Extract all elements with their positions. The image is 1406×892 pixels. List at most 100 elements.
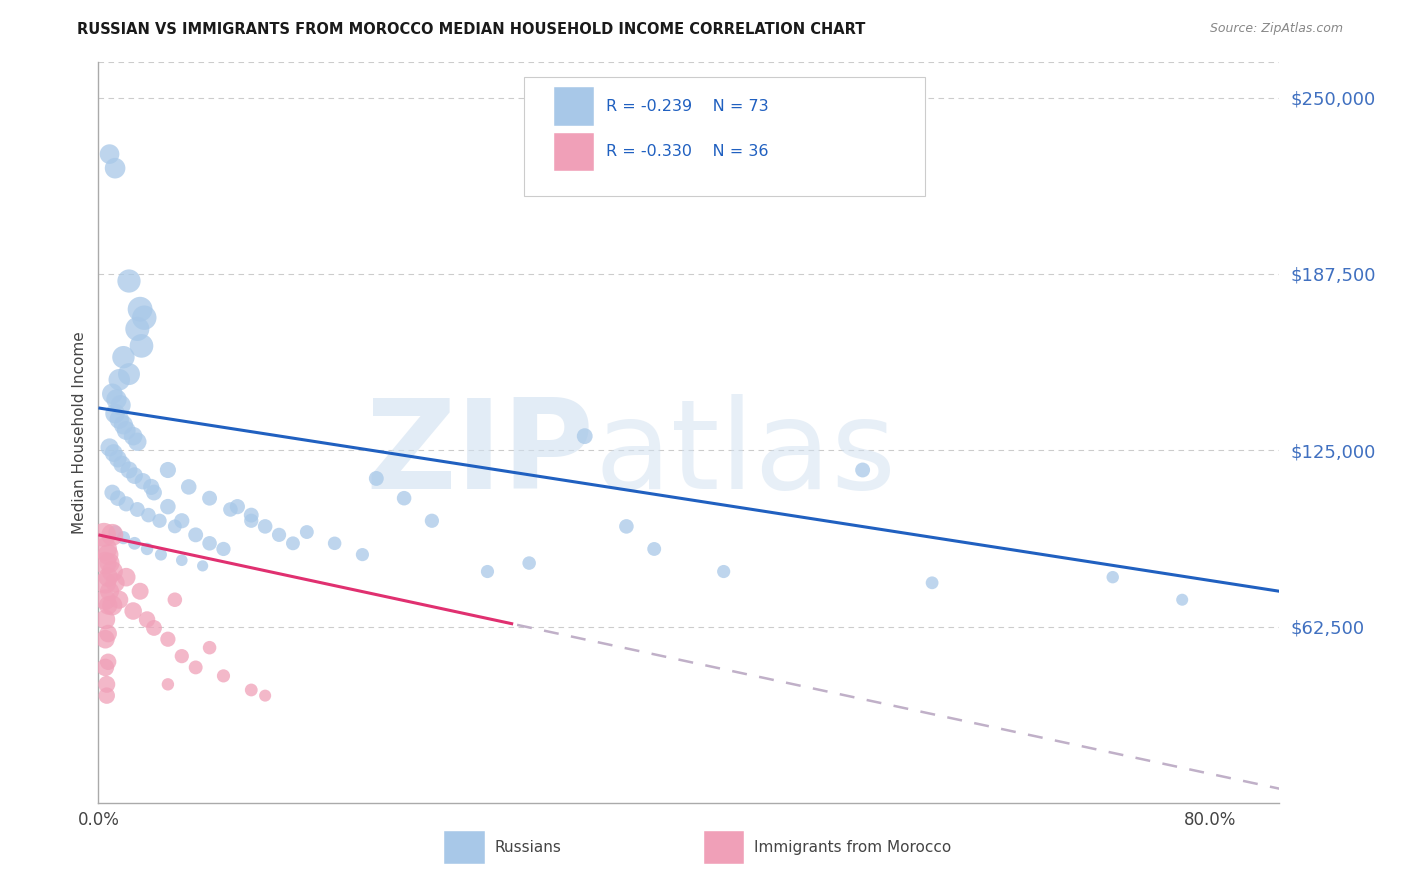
- Point: [104, 575, 127, 590]
- Point: [138, 508, 160, 522]
- Text: Russians: Russians: [494, 839, 561, 855]
- Point: [104, 407, 127, 421]
- Point: [101, 565, 124, 579]
- Point: [136, 541, 159, 556]
- Point: [212, 669, 235, 683]
- Point: [98, 441, 121, 455]
- Point: [122, 604, 145, 618]
- Point: [156, 463, 179, 477]
- Point: [96, 689, 118, 703]
- FancyBboxPatch shape: [523, 78, 925, 195]
- Text: atlas: atlas: [595, 394, 897, 516]
- Point: [107, 491, 129, 506]
- Point: [111, 458, 134, 472]
- Point: [108, 592, 131, 607]
- Point: [112, 350, 135, 364]
- Point: [101, 599, 124, 613]
- Point: [477, 565, 499, 579]
- Point: [226, 500, 249, 514]
- Point: [115, 570, 138, 584]
- Point: [254, 689, 277, 703]
- Point: [124, 536, 146, 550]
- Point: [191, 558, 214, 573]
- Point: [96, 677, 118, 691]
- Point: [104, 161, 127, 176]
- Point: [156, 677, 179, 691]
- FancyBboxPatch shape: [554, 87, 595, 126]
- Point: [101, 387, 124, 401]
- Point: [112, 417, 135, 432]
- Point: [1101, 570, 1123, 584]
- Point: [295, 524, 318, 539]
- Point: [94, 556, 117, 570]
- Point: [170, 649, 193, 664]
- Point: [198, 640, 221, 655]
- FancyBboxPatch shape: [704, 831, 744, 863]
- Point: [97, 570, 120, 584]
- FancyBboxPatch shape: [444, 831, 485, 863]
- Point: [103, 446, 125, 460]
- Point: [127, 322, 149, 336]
- Point: [97, 655, 120, 669]
- Point: [107, 451, 129, 466]
- Point: [98, 556, 121, 570]
- Point: [94, 541, 117, 556]
- Point: [148, 514, 170, 528]
- Point: [122, 429, 145, 443]
- Point: [212, 541, 235, 556]
- Point: [97, 626, 120, 640]
- Point: [94, 632, 117, 647]
- Point: [184, 528, 207, 542]
- Point: [156, 500, 179, 514]
- Point: [132, 475, 155, 489]
- Text: Immigrants from Morocco: Immigrants from Morocco: [754, 839, 950, 855]
- Point: [110, 398, 132, 412]
- Point: [104, 524, 127, 539]
- Text: ZIP: ZIP: [366, 394, 595, 516]
- Point: [97, 599, 120, 613]
- Point: [115, 497, 138, 511]
- Point: [136, 612, 159, 626]
- Point: [392, 491, 415, 506]
- Point: [517, 556, 540, 570]
- Point: [1171, 592, 1194, 607]
- Point: [254, 519, 277, 533]
- Point: [219, 502, 242, 516]
- Y-axis label: Median Household Income: Median Household Income: [72, 331, 87, 534]
- Point: [163, 519, 186, 533]
- Text: RUSSIAN VS IMMIGRANTS FROM MOROCCO MEDIAN HOUSEHOLD INCOME CORRELATION CHART: RUSSIAN VS IMMIGRANTS FROM MOROCCO MEDIA…: [77, 22, 866, 37]
- Point: [267, 528, 290, 542]
- Point: [118, 274, 141, 288]
- Point: [94, 612, 117, 626]
- Point: [127, 434, 149, 449]
- Text: R = -0.239    N = 73: R = -0.239 N = 73: [606, 99, 769, 114]
- Point: [852, 463, 875, 477]
- Point: [574, 429, 596, 443]
- Point: [94, 592, 117, 607]
- Text: Source: ZipAtlas.com: Source: ZipAtlas.com: [1209, 22, 1343, 36]
- Point: [93, 528, 115, 542]
- Text: R = -0.330    N = 36: R = -0.330 N = 36: [606, 145, 769, 160]
- Point: [115, 424, 138, 438]
- Point: [101, 485, 124, 500]
- Point: [366, 471, 388, 485]
- Point: [240, 514, 263, 528]
- Point: [105, 392, 128, 407]
- Point: [127, 502, 149, 516]
- Point: [101, 528, 124, 542]
- Point: [143, 485, 166, 500]
- Point: [108, 373, 131, 387]
- Point: [420, 514, 443, 528]
- Point: [323, 536, 346, 550]
- Point: [713, 565, 735, 579]
- Point: [921, 575, 943, 590]
- Point: [97, 548, 120, 562]
- Point: [98, 584, 121, 599]
- Point: [643, 541, 665, 556]
- Point: [134, 310, 156, 325]
- Point: [129, 584, 152, 599]
- Point: [94, 660, 117, 674]
- Point: [118, 367, 141, 381]
- Point: [170, 514, 193, 528]
- Point: [198, 536, 221, 550]
